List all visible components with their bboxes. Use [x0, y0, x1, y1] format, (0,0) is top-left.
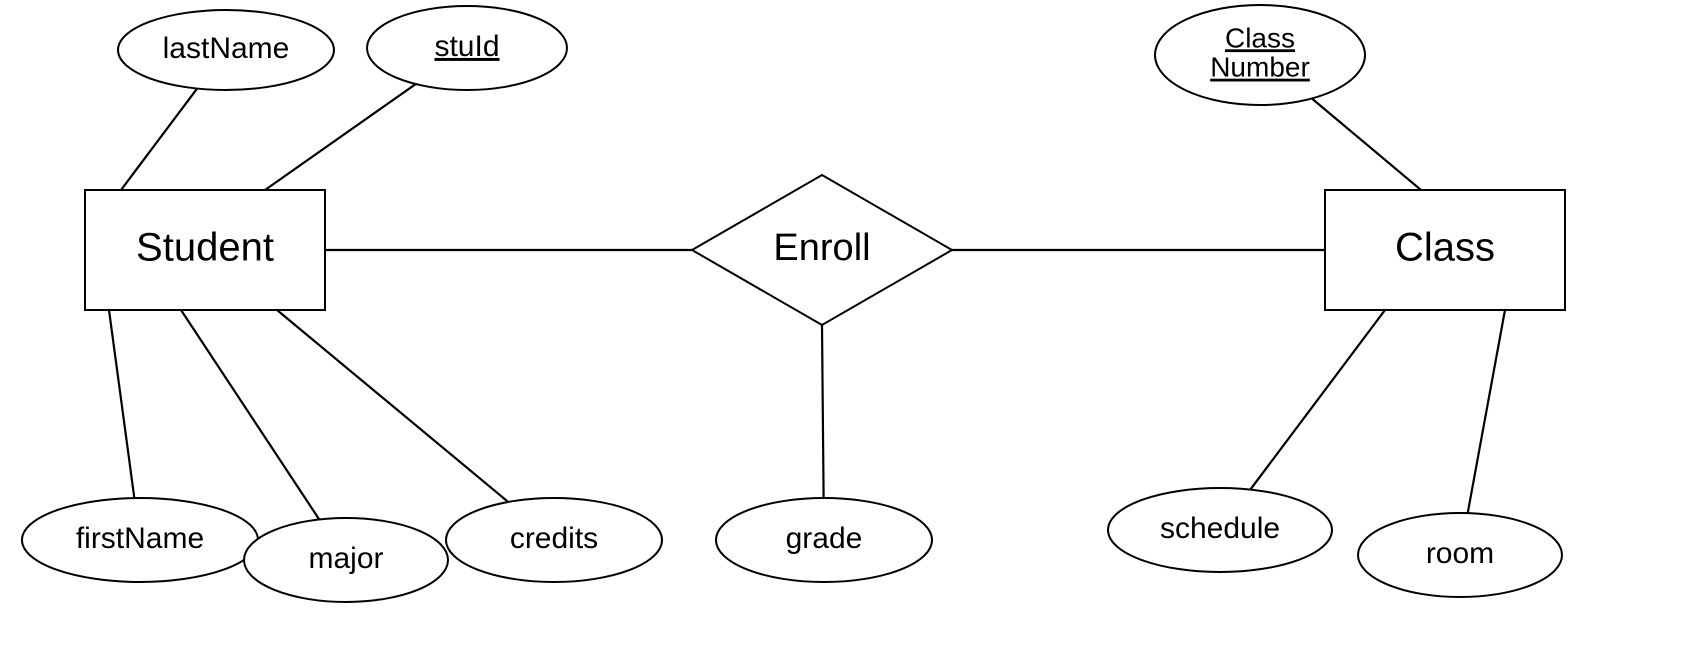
shapes-layer: Student Class Enroll lastName stuId firstName…: [22, 5, 1565, 602]
attribute-firstName: firstName: [22, 498, 258, 582]
attribute-firstName-label: firstName: [76, 522, 204, 555]
relationship-enroll-label: Enroll: [773, 227, 870, 269]
entity-student-label: Student: [136, 226, 274, 270]
edge: [277, 310, 508, 502]
attribute-grade-label: grade: [786, 522, 863, 555]
attribute-schedule-label: schedule: [1160, 512, 1280, 545]
attribute-stuId-label: stuId: [434, 30, 499, 63]
relationship-enroll: Enroll: [692, 175, 952, 325]
edge: [265, 84, 416, 190]
attribute-schedule: schedule: [1108, 488, 1332, 572]
entity-class-label: Class: [1395, 226, 1495, 270]
attribute-credits-label: credits: [510, 522, 598, 555]
entity-class: Class: [1325, 190, 1565, 310]
attribute-major: major: [244, 518, 448, 602]
attribute-credits: credits: [446, 498, 662, 582]
attribute-room-label: room: [1426, 537, 1494, 570]
attribute-major-label: major: [308, 542, 383, 575]
entity-student: Student: [85, 190, 325, 310]
edge: [181, 310, 319, 519]
edge: [109, 310, 134, 498]
attribute-classNumber-label: ClassNumber: [1210, 23, 1310, 83]
attribute-lastName-label: lastName: [163, 32, 290, 65]
attribute-room: room: [1358, 513, 1562, 597]
attribute-grade: grade: [716, 498, 932, 582]
edge: [121, 89, 197, 190]
edge: [1468, 310, 1505, 513]
attribute-stuId: stuId: [367, 6, 567, 90]
edge: [1250, 310, 1385, 490]
edge: [1312, 98, 1421, 190]
attribute-classNumber: ClassNumber: [1155, 5, 1365, 105]
attribute-lastName: lastName: [118, 10, 334, 90]
er-diagram: Student Class Enroll lastName stuId firstName…: [0, 0, 1705, 649]
edge: [822, 325, 824, 498]
